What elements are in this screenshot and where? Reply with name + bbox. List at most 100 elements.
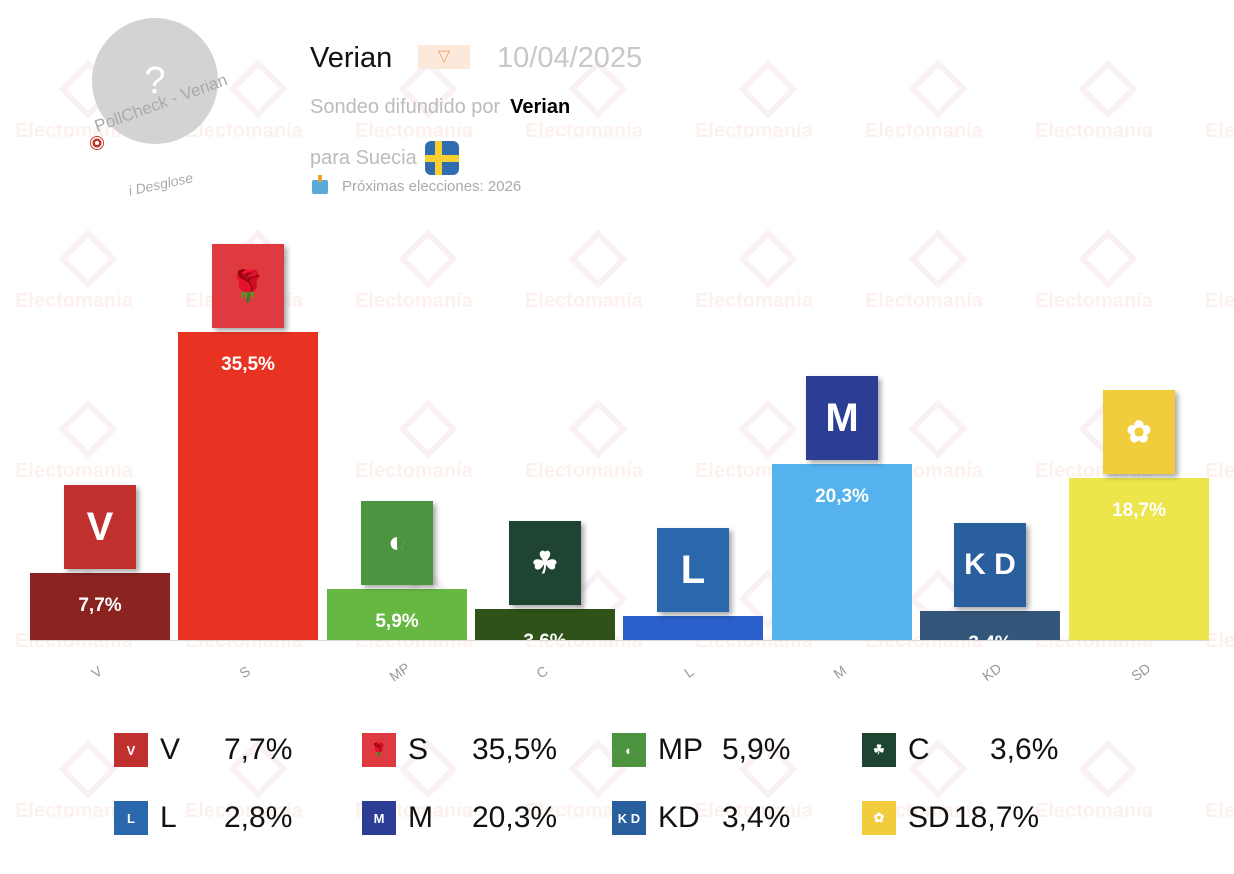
legend-item-c: ☘ C 3,6% (862, 730, 1058, 770)
next-elections-label: Próximas elecciones: 2026 (342, 178, 522, 195)
watermark-logo-icon (58, 399, 118, 459)
s-party-rose-icon: 🌹 (362, 733, 396, 767)
watermark-text: Electomanía (1035, 290, 1153, 312)
poll-date: 10/04/2025 (497, 42, 643, 74)
watermark-logo-icon (398, 229, 458, 289)
legend-value: 18,7% (954, 801, 1040, 834)
watermark-text: Electomanía (1035, 800, 1153, 822)
country: para Suecia (310, 141, 459, 175)
verian-logo-icon: ▽ (418, 45, 470, 69)
x-axis-label: S (236, 662, 254, 682)
watermark-text: Electomanía (15, 460, 133, 482)
watermark-text: Electomanía (355, 290, 473, 312)
legend-item-l: L L 2,8% (114, 798, 292, 838)
watermark-text: Electomanía (1205, 120, 1234, 142)
sd-flower-icon: ✿ (862, 801, 896, 835)
watermark-text: Electomanía (1205, 290, 1234, 312)
legend-item-s: 🌹 S 35,5% (362, 730, 557, 770)
m-party-logo-icon: M (362, 801, 396, 835)
country-label: para Suecia (310, 146, 417, 169)
kd-party-logo-icon: K D (612, 801, 646, 835)
watermark-logo-icon (738, 59, 798, 119)
legend-value: 7,7% (224, 733, 293, 766)
watermark-text: Electomanía (15, 290, 133, 312)
s-party-rose-icon: 🌹 (212, 244, 284, 328)
c-clover-icon: ☘ (862, 733, 896, 767)
mp-dandelion-icon: ◐ (361, 501, 433, 585)
legend-abbr: M (408, 801, 433, 834)
bar-value-label: 7,7% (78, 595, 122, 616)
legend-abbr: KD (658, 801, 700, 834)
watermark-text: Electomanía (1035, 120, 1153, 142)
legend-value: 20,3% (472, 801, 558, 834)
legend-value: 35,5% (472, 733, 558, 766)
legend-item-mp: ◐ MP 5,9% (612, 730, 790, 770)
watermark-text: Electomanía (1205, 460, 1234, 482)
target-icon (90, 136, 104, 150)
bar-value-label: 3,4% (920, 633, 1060, 640)
bar-value-label: 5,9% (375, 611, 419, 632)
m-party-logo-icon: M (806, 376, 878, 460)
watermark-logo-icon (58, 229, 118, 289)
desglose-link[interactable]: i Desglose (127, 169, 195, 199)
watermark-logo-icon (58, 739, 118, 799)
legend-value: 3,6% (990, 733, 1059, 766)
x-axis-label: MP (386, 659, 413, 685)
legend-abbr: SD (908, 801, 950, 834)
watermark-text: Electomanía (1205, 800, 1234, 822)
bar-c: 3,6% (475, 609, 615, 640)
watermark-text: Electomanía (865, 120, 983, 142)
watermark-text: Electomanía (185, 120, 303, 142)
bar-value-label: 2,8% (623, 638, 763, 640)
watermark-text: Electomanía (525, 460, 643, 482)
watermark-logo-icon (1078, 59, 1138, 119)
pollster-avatar: ? (92, 18, 218, 144)
bar-s: 35,5% (178, 332, 318, 640)
published-by-label: Sondeo difundido por (310, 96, 501, 118)
bar-mp: 5,9% (327, 589, 467, 640)
x-axis-label: V (88, 662, 106, 682)
bar-value-label: 35,5% (221, 354, 275, 375)
bar-value-label: 20,3% (815, 486, 869, 507)
watermark-text: Electomanía (865, 290, 983, 312)
watermark-text: Electomanía (695, 120, 813, 142)
published-by: Sondeo difundido por Verian (310, 96, 570, 119)
watermark-text: Electomanía (695, 290, 813, 312)
legend-abbr: S (408, 733, 429, 766)
legend-value: 5,9% (722, 733, 791, 766)
watermark-text: Electomanía (525, 120, 643, 142)
watermark-text: Electomanía (355, 120, 473, 142)
x-axis-label: M (830, 662, 850, 682)
watermark-logo-icon (908, 399, 968, 459)
watermark-logo-icon (908, 59, 968, 119)
x-axis-label: SD (1128, 659, 1154, 685)
watermark-text: Electomanía (1205, 630, 1234, 652)
watermark-logo-icon (738, 399, 798, 459)
bar-v: 7,7% (30, 573, 170, 640)
legend-item-v: V V 7,7% (114, 730, 292, 770)
legend-item-m: M M 20,3% (362, 798, 557, 838)
bar-value-label: 3,6% (475, 631, 615, 640)
l-party-logo-icon: L (657, 528, 729, 612)
x-axis-label: KD (979, 659, 1005, 685)
bar-m: 20,3% (772, 464, 912, 640)
watermark-logo-icon (568, 229, 628, 289)
watermark-logo-icon (398, 399, 458, 459)
v-party-logo-icon: V (64, 485, 136, 569)
legend-abbr: V (160, 733, 181, 766)
legend-item-sd: ✿ SD 18,7% (862, 798, 1039, 838)
sweden-flag-icon (424, 141, 459, 175)
next-elections: Próximas elecciones: 2026 (312, 174, 522, 195)
legend-abbr: MP (658, 733, 703, 766)
x-axis-label: C (533, 662, 551, 682)
avatar-placeholder: ? (144, 59, 166, 102)
legend-abbr: C (908, 733, 930, 766)
bar-l: 2,8% (623, 616, 763, 640)
watermark-text: Electomanía (525, 290, 643, 312)
published-by-name: Verian (510, 96, 571, 118)
v-party-logo-icon: V (114, 733, 148, 767)
ballot-box-icon (312, 174, 328, 194)
l-party-logo-icon: L (114, 801, 148, 835)
kd-party-logo-icon: K D (954, 523, 1026, 607)
legend-item-kd: K D KD 3,4% (612, 798, 790, 838)
